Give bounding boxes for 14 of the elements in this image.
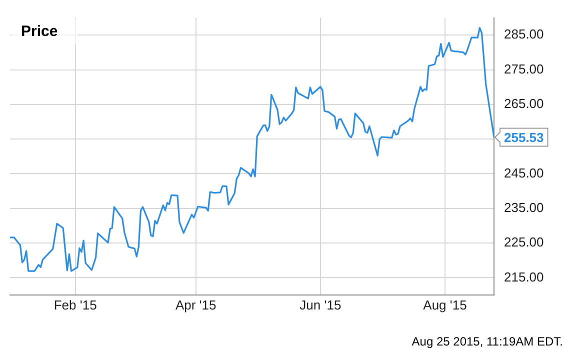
chart-title: Price [21,22,58,40]
x-tick-label: Aug '15 [423,297,467,312]
y-tick-label: 245.00 [504,165,544,180]
y-tick-label: 225.00 [504,234,544,250]
y-tick-label: 275.00 [504,61,544,76]
y-tick-label: 265.00 [504,96,544,112]
text: Aug 25 2015, 11:19AM EDT. [412,334,563,348]
x-tick-label: Feb '15 [54,297,97,312]
y-tick-label: 285.00 [504,26,544,42]
y-tick-label: 235.00 [504,200,544,215]
x-tick-label: Apr '15 [175,297,216,312]
y-tick-label: 215.00 [504,269,544,284]
x-tick-label: Jun '15 [300,297,342,312]
annotation: 255.53 [504,130,544,145]
